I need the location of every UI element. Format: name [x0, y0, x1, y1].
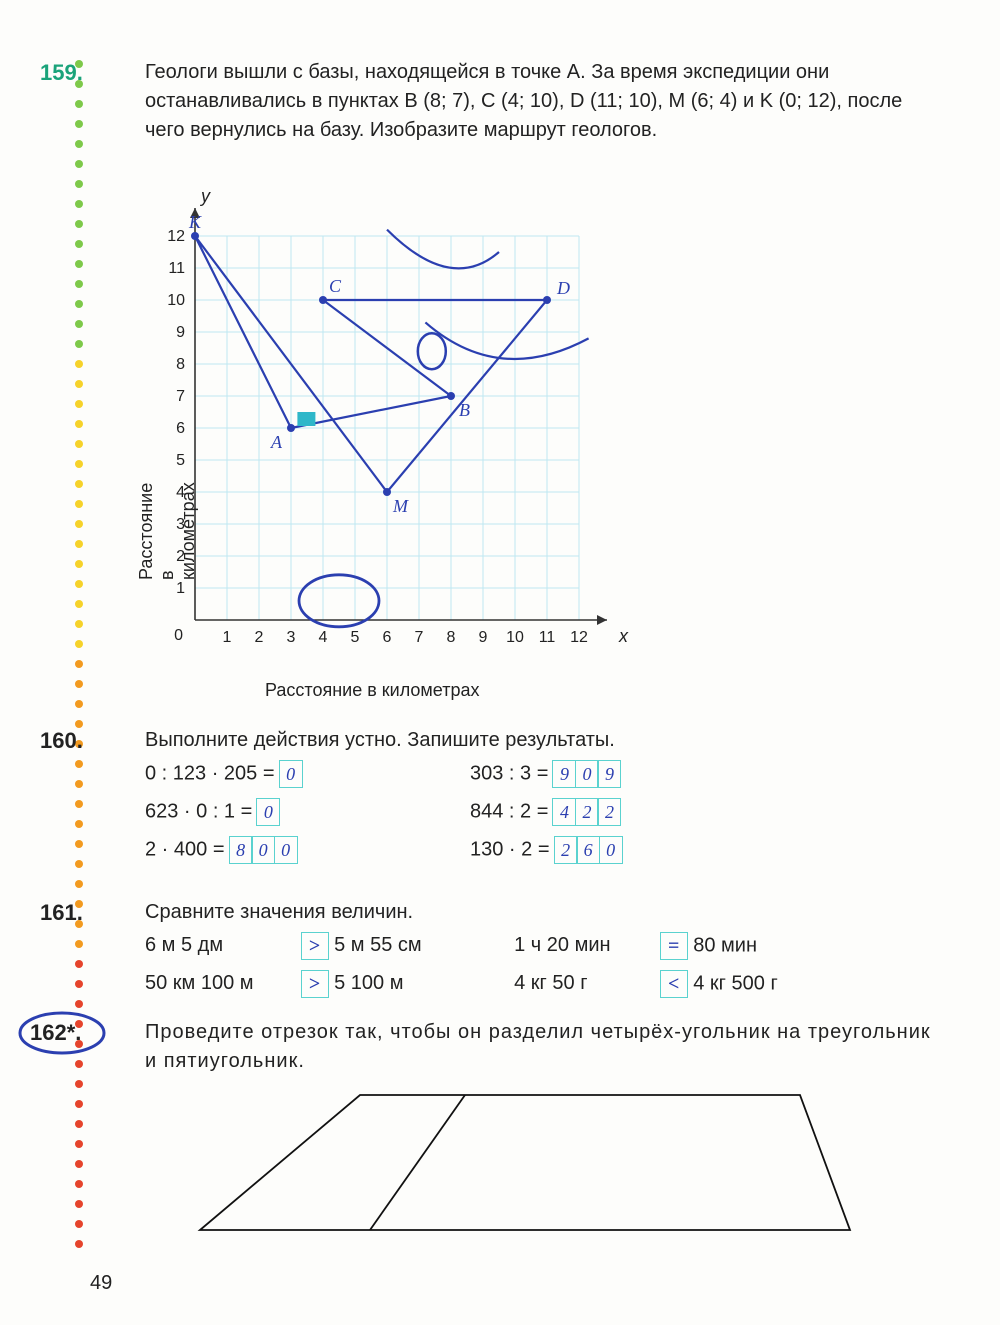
svg-text:10: 10: [167, 292, 185, 309]
compare-right2: 80 мин: [693, 934, 757, 956]
answer-boxes[interactable]: 260: [555, 836, 623, 864]
compare-left2: 4 кг 50 г: [514, 972, 654, 995]
svg-text:A: A: [270, 432, 283, 452]
svg-text:5: 5: [351, 629, 360, 646]
compare-left2: 1 ч 20 мин: [514, 934, 654, 957]
compare-box[interactable]: >: [301, 970, 329, 998]
svg-text:6: 6: [383, 629, 392, 646]
svg-text:7: 7: [415, 629, 424, 646]
svg-text:6: 6: [176, 420, 185, 437]
answer-boxes[interactable]: 422: [554, 798, 622, 826]
hand-circle-162: [15, 1008, 110, 1058]
svg-text:1: 1: [176, 580, 185, 597]
equation-expression: 0 : 123 · 205 =: [145, 762, 280, 784]
svg-text:8: 8: [447, 629, 456, 646]
answer-boxes[interactable]: 909: [554, 760, 622, 788]
svg-text:2: 2: [255, 629, 264, 646]
svg-text:9: 9: [479, 629, 488, 646]
svg-text:7: 7: [176, 388, 185, 405]
svg-text:4: 4: [319, 629, 328, 646]
equation-row: 0 : 123 · 205 = 0: [145, 760, 303, 788]
svg-text:K: K: [188, 212, 202, 232]
svg-text:8: 8: [176, 356, 185, 373]
problem-161-number: 161.: [40, 900, 83, 926]
page-number: 49: [90, 1272, 112, 1295]
problem-160-text: Выполните действия устно. Запишите резул…: [145, 726, 615, 755]
svg-text:1: 1: [223, 629, 232, 646]
answer-boxes[interactable]: 800: [230, 836, 298, 864]
compare-row: 6 м 5 дм > 5 м 55 см 1 ч 20 мин = 80 мин: [145, 932, 945, 960]
compare-row: 50 км 100 м > 5 100 м 4 кг 50 г < 4 кг 50…: [145, 970, 945, 998]
answer-boxes[interactable]: 0: [280, 760, 303, 788]
problem-161-text: Сравните значения величин.: [145, 898, 413, 927]
svg-text:3: 3: [287, 629, 296, 646]
svg-text:12: 12: [570, 629, 588, 646]
compare-left: 50 км 100 м: [145, 972, 295, 995]
compare-box[interactable]: =: [660, 932, 688, 960]
svg-text:0: 0: [174, 627, 183, 644]
svg-text:M: M: [392, 496, 409, 516]
compare-right: 5 м 55 см: [334, 934, 474, 957]
chart-xlabel: Расстояние в километрах: [265, 680, 480, 701]
svg-text:у: у: [199, 186, 211, 206]
problem-162-text: Проведите отрезок так, чтобы он разделил…: [145, 1018, 935, 1076]
svg-text:D: D: [556, 278, 570, 298]
svg-text:B: B: [459, 400, 470, 420]
equation-expression: 2 · 400 =: [145, 838, 230, 860]
equation-row: 844 : 2 = 422: [470, 798, 623, 826]
equation-expression: 130 · 2 =: [470, 838, 555, 860]
equation-expression: 303 : 3 =: [470, 762, 554, 784]
equation-row: 303 : 3 = 909: [470, 760, 623, 788]
compare-right2: 4 кг 500 г: [693, 972, 778, 994]
svg-text:x: x: [618, 626, 629, 646]
compare-left: 6 м 5 дм: [145, 934, 295, 957]
svg-text:C: C: [329, 276, 342, 296]
equation-expression: 844 : 2 =: [470, 800, 554, 822]
equation-expression: 623 · 0 : 1 =: [145, 800, 258, 822]
equation-row: 2 · 400 = 800: [145, 836, 303, 864]
svg-text:11: 11: [168, 260, 185, 277]
equation-row: 130 · 2 = 260: [470, 836, 623, 864]
problem-160-number: 160.: [40, 728, 83, 754]
compare-right: 5 100 м: [334, 972, 474, 995]
svg-text:10: 10: [506, 629, 524, 646]
compare-box[interactable]: >: [301, 932, 329, 960]
chart-ylabel: Расстояние в километрах: [136, 482, 199, 580]
compare-box[interactable]: <: [660, 970, 688, 998]
equation-row: 623 · 0 : 1 = 0: [145, 798, 303, 826]
svg-text:9: 9: [176, 324, 185, 341]
svg-text:5: 5: [176, 452, 185, 469]
svg-text:12: 12: [167, 228, 185, 245]
answer-boxes[interactable]: 0: [258, 798, 281, 826]
svg-text:11: 11: [539, 629, 556, 646]
